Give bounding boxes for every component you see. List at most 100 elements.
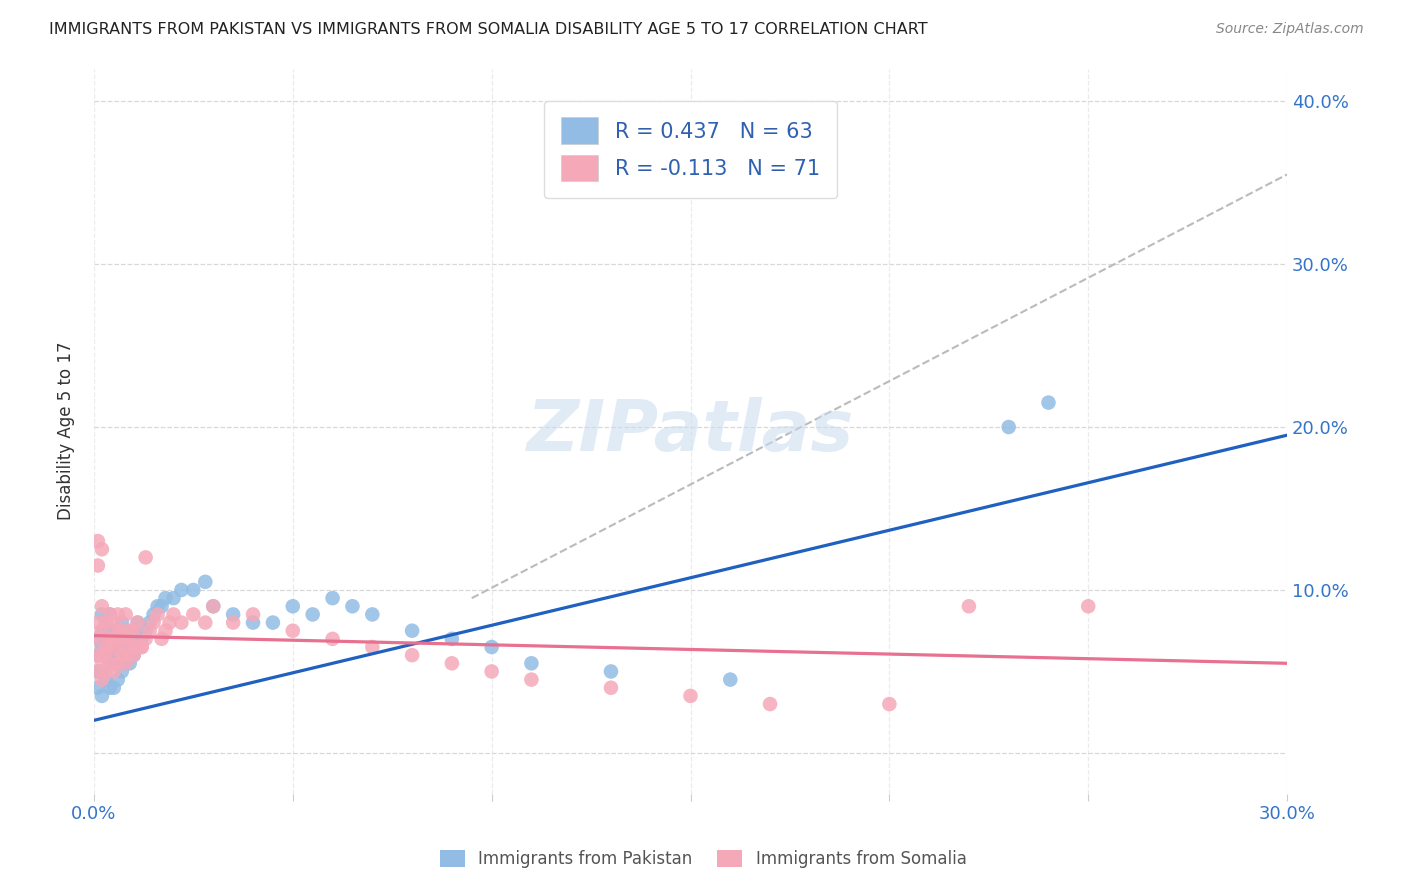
Point [155, 591, 177, 606]
Point [111, 640, 134, 654]
Point [114, 632, 136, 646]
Point [118, 657, 141, 671]
Point [322, 632, 344, 646]
Point [94, 615, 117, 630]
Point [98, 657, 121, 671]
Point [103, 640, 125, 654]
Point [90, 599, 112, 614]
Text: Source: ZipAtlas.com: Source: ZipAtlas.com [1216, 22, 1364, 37]
Point [98, 632, 121, 646]
Point [194, 574, 217, 589]
Point [87, 534, 110, 549]
Point [481, 640, 503, 654]
Point [301, 607, 323, 622]
Point [107, 624, 129, 638]
Point [146, 607, 169, 622]
Point [135, 550, 157, 565]
Point [718, 673, 741, 687]
Point [94, 632, 117, 646]
Point [90, 673, 112, 687]
Point [87, 632, 110, 646]
Point [520, 673, 543, 687]
Point [90, 624, 112, 638]
Point [150, 599, 173, 614]
Point [98, 607, 121, 622]
Point [122, 624, 145, 638]
Point [98, 640, 121, 654]
Point [90, 624, 112, 638]
Point [194, 615, 217, 630]
Point [202, 599, 225, 614]
Point [170, 582, 193, 597]
Point [90, 657, 112, 671]
Point [107, 673, 129, 687]
Point [150, 632, 173, 646]
Point [440, 657, 463, 671]
Point [142, 607, 165, 622]
Point [111, 615, 134, 630]
Point [322, 591, 344, 606]
Point [98, 681, 121, 695]
Point [87, 615, 110, 630]
Point [600, 665, 623, 679]
Point [159, 615, 181, 630]
Legend: R = 0.437   N = 63, R = -0.113   N = 71: R = 0.437 N = 63, R = -0.113 N = 71 [544, 101, 837, 198]
Text: ZIPatlas: ZIPatlas [527, 397, 855, 466]
Point [281, 624, 304, 638]
Point [242, 615, 264, 630]
Point [122, 624, 145, 638]
Point [183, 607, 205, 622]
Y-axis label: Disability Age 5 to 17: Disability Age 5 to 17 [58, 342, 75, 520]
Point [94, 665, 117, 679]
Point [401, 648, 423, 662]
Point [107, 648, 129, 662]
Point [118, 624, 141, 638]
Point [107, 624, 129, 638]
Point [361, 640, 384, 654]
Point [242, 607, 264, 622]
Point [90, 648, 112, 662]
Point [122, 648, 145, 662]
Text: IMMIGRANTS FROM PAKISTAN VS IMMIGRANTS FROM SOMALIA DISABILITY AGE 5 TO 17 CORRE: IMMIGRANTS FROM PAKISTAN VS IMMIGRANTS F… [49, 22, 928, 37]
Point [107, 632, 129, 646]
Point [135, 624, 157, 638]
Point [98, 607, 121, 622]
Point [114, 657, 136, 671]
Point [131, 632, 153, 646]
Point [103, 615, 125, 630]
Point [98, 632, 121, 646]
Point [118, 632, 141, 646]
Point [87, 648, 110, 662]
Point [440, 632, 463, 646]
Point [135, 632, 157, 646]
Point [94, 673, 117, 687]
Point [114, 657, 136, 671]
Point [90, 542, 112, 557]
Point [118, 648, 141, 662]
Point [1038, 395, 1060, 409]
Point [759, 697, 782, 711]
Point [262, 615, 284, 630]
Point [87, 558, 110, 573]
Point [103, 657, 125, 671]
Point [90, 640, 112, 654]
Point [127, 615, 149, 630]
Point [127, 640, 149, 654]
Point [127, 640, 149, 654]
Point [202, 599, 225, 614]
Point [679, 689, 702, 703]
Point [111, 648, 134, 662]
Point [131, 640, 153, 654]
Point [122, 640, 145, 654]
Point [94, 615, 117, 630]
Point [342, 599, 364, 614]
Point [401, 624, 423, 638]
Point [114, 640, 136, 654]
Point [90, 607, 112, 622]
Point [103, 624, 125, 638]
Point [87, 648, 110, 662]
Point [107, 607, 129, 622]
Point [146, 599, 169, 614]
Point [107, 657, 129, 671]
Point [162, 591, 184, 606]
